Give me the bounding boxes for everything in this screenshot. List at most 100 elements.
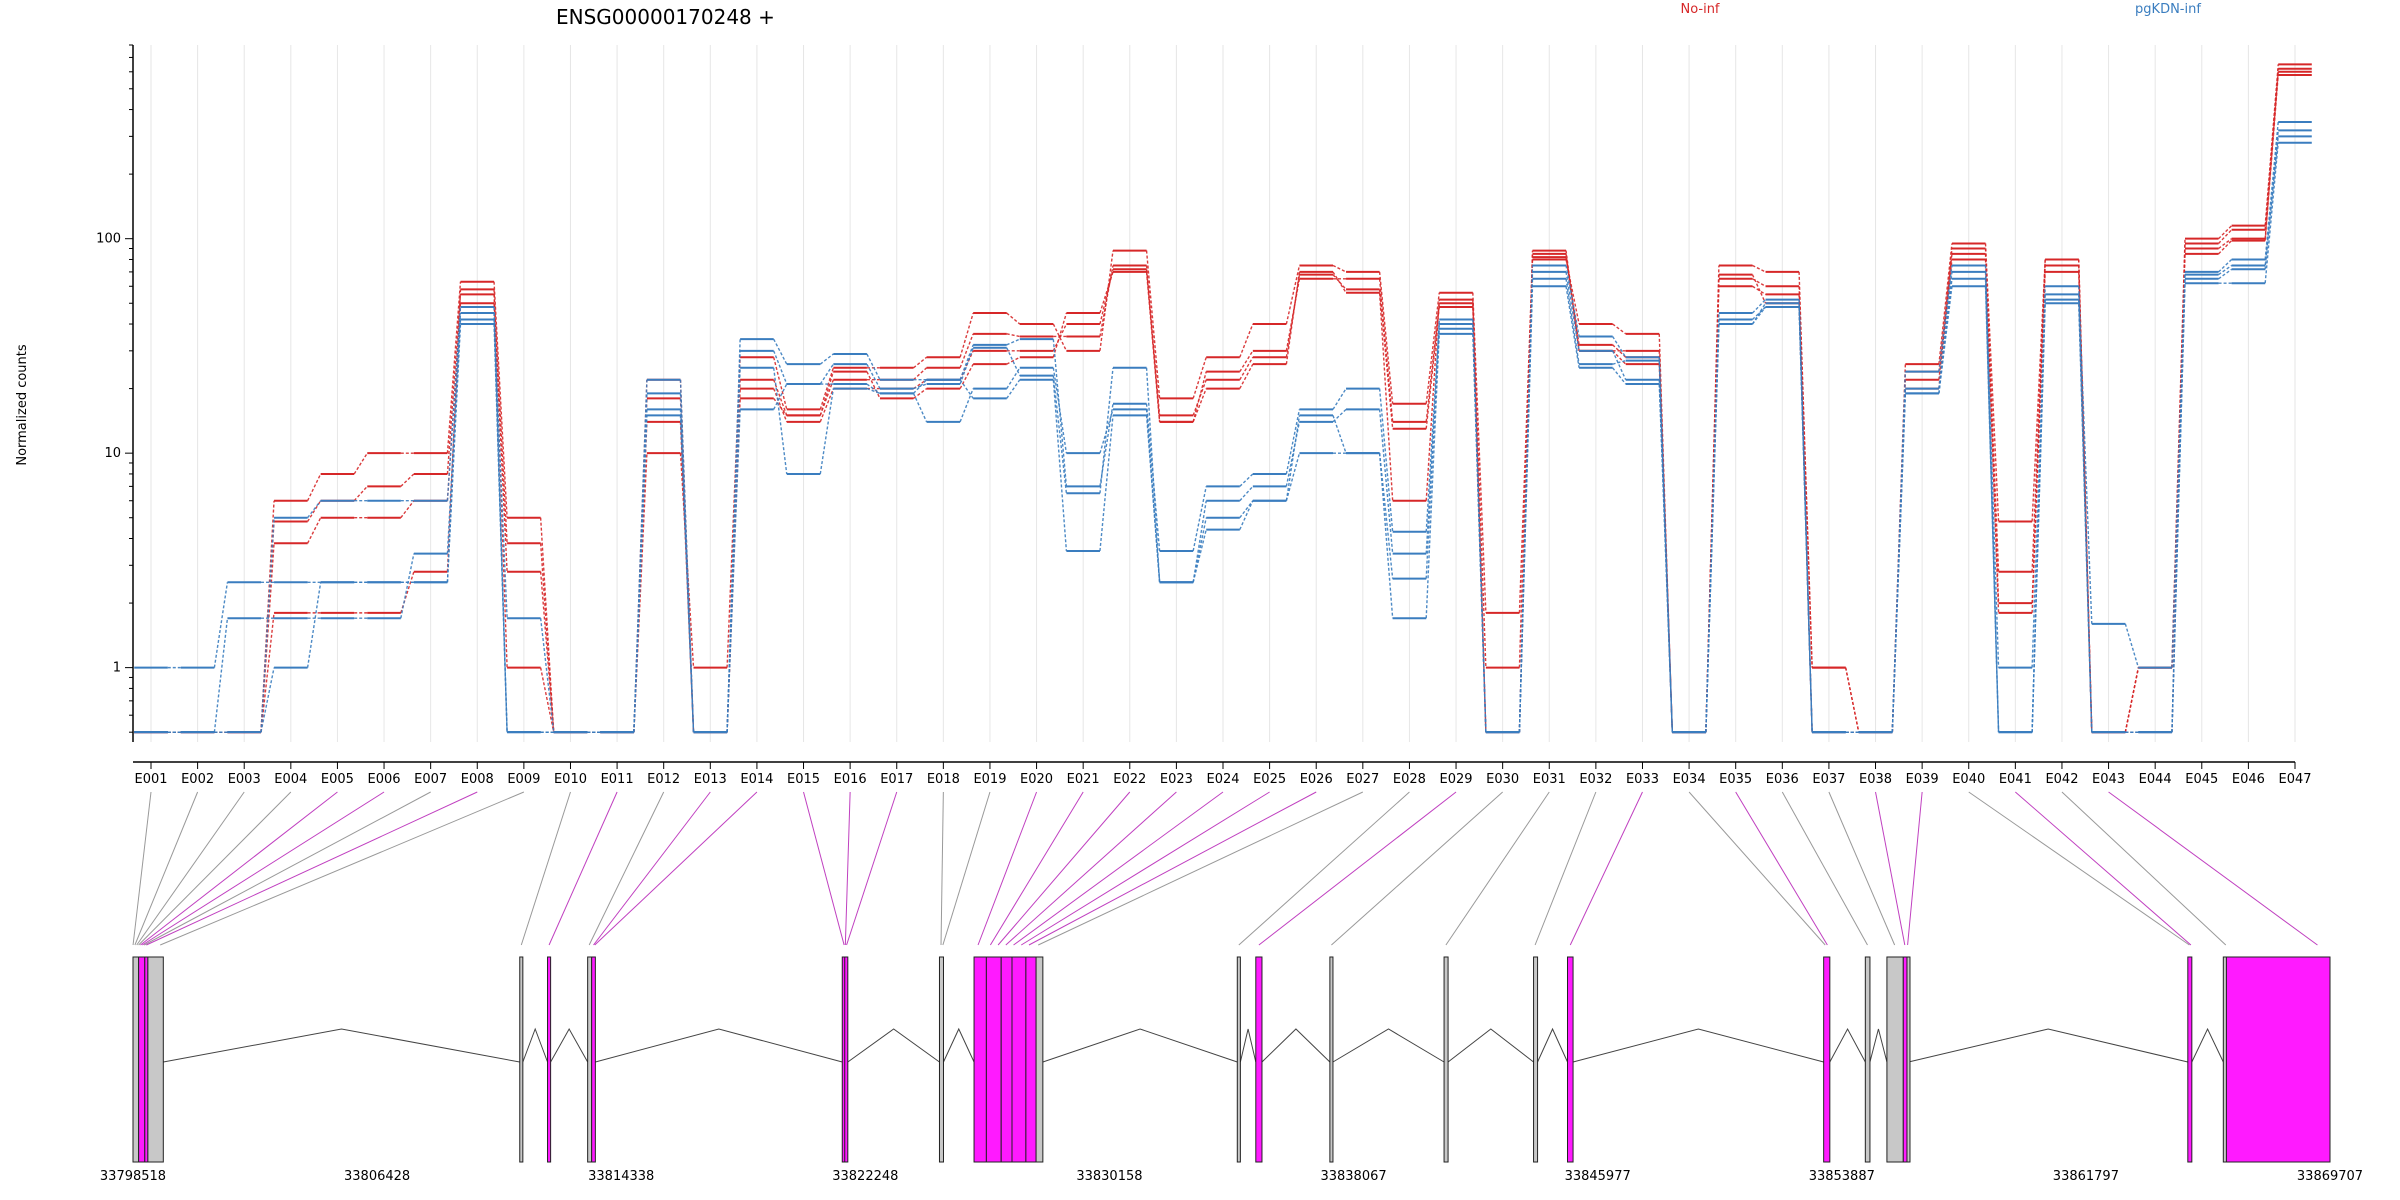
exon-block xyxy=(1000,956,1013,1163)
x-tick-label: E021 xyxy=(1067,772,1100,787)
x-tick-label: E030 xyxy=(1486,772,1519,787)
exon-block xyxy=(985,956,1002,1163)
x-tick-label: E017 xyxy=(880,772,913,787)
exon-block xyxy=(1902,956,1908,1163)
x-tick-label: E013 xyxy=(694,772,727,787)
coordinate-label: 33806428 xyxy=(344,1169,410,1184)
x-tick-label: E012 xyxy=(647,772,680,787)
gene-model-track xyxy=(132,956,2331,1163)
x-tick-label: E026 xyxy=(1300,772,1333,787)
intron xyxy=(595,1028,843,1063)
y-axis: 1 10 100 xyxy=(96,44,134,742)
intron xyxy=(522,1027,549,1063)
x-tick-label: E004 xyxy=(274,772,307,787)
series-connector xyxy=(167,142,2279,733)
x-tick-label: E047 xyxy=(2278,772,2311,787)
x-tick-label: E031 xyxy=(1533,772,1566,787)
coordinate-label: 33798518 xyxy=(100,1169,166,1184)
legend-no-inf: No-inf xyxy=(1680,2,1719,17)
y-axis-label: Normalized counts xyxy=(15,344,30,466)
exon-connector xyxy=(844,791,851,946)
exon-connector xyxy=(594,791,758,946)
exon-connector xyxy=(160,791,525,946)
x-tick-label: E039 xyxy=(1906,772,1939,787)
exon-connector xyxy=(1688,791,1826,946)
exon-block xyxy=(844,956,849,1163)
exon-connector xyxy=(1238,791,1410,946)
x-tick-label: E037 xyxy=(1812,772,1845,787)
x-tick-label: E014 xyxy=(740,772,773,787)
exon-connector xyxy=(989,791,1084,946)
x-tick-label: E007 xyxy=(414,772,447,787)
x-tick-label: E018 xyxy=(927,772,960,787)
x-tick-label: E020 xyxy=(1020,772,1053,787)
intron xyxy=(943,1027,975,1063)
intron xyxy=(1537,1027,1568,1063)
exon-connector xyxy=(142,791,385,946)
x-axis: E001 E002 E003 E004 E005 E006 E007 E008 E009 E010… xyxy=(133,761,2312,787)
exon-block xyxy=(1011,956,1027,1163)
exon-connector xyxy=(134,791,199,946)
exon-block xyxy=(1906,956,1911,1163)
x-tick-label: E025 xyxy=(1253,772,1286,787)
coordinate-label: 33830158 xyxy=(1076,1169,1142,1184)
exon-connector xyxy=(1258,791,1457,946)
x-tick-label: E036 xyxy=(1766,772,1799,787)
exon-connector xyxy=(1005,791,1177,946)
exon-connector xyxy=(1735,791,1828,946)
y-tick-label: 1 xyxy=(113,661,121,676)
x-tick-label: E029 xyxy=(1440,772,1473,787)
x-tick-label: E023 xyxy=(1160,772,1193,787)
coordinate-label: 33853887 xyxy=(1809,1169,1875,1184)
exon-block xyxy=(591,956,596,1163)
x-tick-label: E016 xyxy=(834,772,867,787)
intron xyxy=(1239,1028,1257,1063)
exon-connector xyxy=(1907,791,1923,946)
exon-connector xyxy=(520,791,571,946)
x-tick-label: E008 xyxy=(461,772,494,787)
exon-connector xyxy=(940,791,944,946)
y-tick-label: 100 xyxy=(96,232,121,247)
exon-connector xyxy=(942,791,991,946)
coordinate-label: 33838067 xyxy=(1320,1169,1386,1184)
coordinate-label: 33822248 xyxy=(832,1169,898,1184)
x-tick-label: E005 xyxy=(321,772,354,787)
intron xyxy=(1261,1028,1331,1063)
coordinate-label: 33861797 xyxy=(2053,1169,2119,1184)
exon-connector xyxy=(593,791,711,946)
exon-connector xyxy=(2108,791,2318,946)
x-tick-label: E033 xyxy=(1626,772,1659,787)
x-tick-label: E027 xyxy=(1346,772,1379,787)
intron xyxy=(1447,1028,1534,1063)
x-tick-label: E035 xyxy=(1719,772,1752,787)
exon-block xyxy=(1025,956,1037,1163)
intron xyxy=(163,1028,520,1063)
exon-block xyxy=(1864,956,1871,1163)
exon-block xyxy=(2187,956,2193,1163)
x-tick-label: E019 xyxy=(973,772,1006,787)
exon-block xyxy=(1236,956,1241,1163)
exon-connector xyxy=(136,791,245,946)
exon-connector xyxy=(138,791,292,946)
intron xyxy=(847,1028,940,1063)
exon-connector xyxy=(846,791,898,946)
x-tick-label: E032 xyxy=(1579,772,1612,787)
x-tick-label: E011 xyxy=(601,772,634,787)
exon-block xyxy=(587,956,593,1163)
exon-connectors xyxy=(132,791,2318,946)
x-tick-label: E028 xyxy=(1393,772,1426,787)
x-tick-label: E006 xyxy=(368,772,401,787)
exon-block xyxy=(1886,956,1904,1163)
intron xyxy=(550,1027,589,1063)
exon-connector xyxy=(140,791,338,946)
exon-connector xyxy=(143,791,431,946)
x-tick-label: E041 xyxy=(1999,772,2032,787)
exon-connector xyxy=(1028,791,1317,946)
x-tick-label: E010 xyxy=(554,772,587,787)
legend-pgkdn-inf: pgKDN-inf xyxy=(2135,2,2201,17)
intron xyxy=(2191,1027,2224,1063)
exon-connector xyxy=(1968,791,2190,946)
exon-connector xyxy=(1445,791,1550,946)
exon-block xyxy=(1255,956,1263,1163)
